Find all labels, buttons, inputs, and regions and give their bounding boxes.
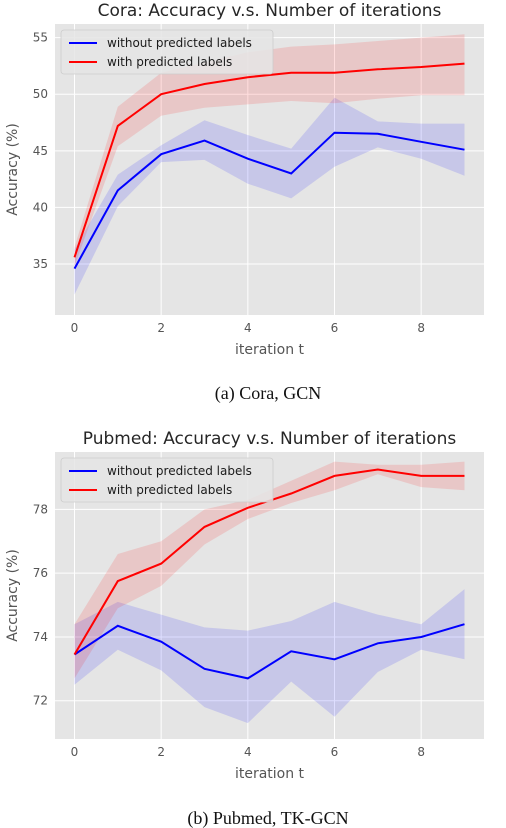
confidence-band-series-2	[74, 461, 465, 679]
x-tick-label: 2	[157, 321, 165, 335]
confidence-band-series-1	[74, 589, 465, 724]
x-tick-label: 6	[331, 321, 339, 335]
x-tick-label: 0	[71, 745, 79, 759]
x-tick-label: 0	[71, 321, 79, 335]
legend-box	[60, 457, 274, 503]
x-tick-label: 4	[244, 745, 252, 759]
y-tick-label: 72	[33, 694, 48, 708]
series-line-1	[73, 131, 465, 270]
y-tick-label: 78	[33, 502, 48, 516]
legend-box	[60, 29, 274, 75]
x-tick-label: 6	[331, 745, 339, 759]
x-axis-label: iteration t	[235, 766, 305, 782]
y-tick-label: 55	[33, 31, 48, 45]
legend-label-series-1: without predicted labels	[107, 36, 252, 50]
y-tick-label: 76	[33, 566, 48, 580]
y-tick-label: 45	[33, 144, 48, 158]
x-tick-label: 4	[244, 321, 252, 335]
chart-cora: 0 2 4 6 8 35 40 45 50 55 iteration t Accuracy (%) Co…	[5, 1, 484, 358]
legend-label-series-2: with predicted labels	[107, 55, 232, 69]
x-tick-label: 2	[157, 745, 165, 759]
x-axis-label: iteration t	[235, 342, 305, 358]
chart-title: Cora: Accuracy v.s. Number of iterations	[98, 1, 442, 21]
x-tick-label: 8	[417, 745, 425, 759]
legend-label-series-1: without predicted labels	[107, 464, 252, 478]
y-tick-label: 50	[33, 87, 48, 101]
y-axis-label: Accuracy (%)	[5, 549, 21, 642]
series-line-1	[73, 623, 465, 680]
x-tick-label: 8	[417, 321, 425, 335]
y-tick-label: 35	[33, 257, 48, 271]
caption-cora: (a) Cora, GCN	[215, 383, 321, 404]
legend-label-series-2: with predicted labels	[107, 483, 232, 497]
chart-pubmed: 0 2 4 6 8 72 74 76 78 iteration t Accuracy (%) Pubm…	[5, 429, 484, 782]
confidence-band-series-1	[74, 97, 465, 295]
series-line-2	[73, 62, 465, 258]
y-axis-label: Accuracy (%)	[5, 123, 21, 216]
chart-title: Pubmed: Accuracy v.s. Number of iteratio…	[83, 429, 457, 449]
y-tick-label: 40	[33, 200, 48, 214]
caption-pubmed: (b) Pubmed, TK-GCN	[187, 808, 348, 828]
y-tick-label: 74	[33, 630, 48, 644]
